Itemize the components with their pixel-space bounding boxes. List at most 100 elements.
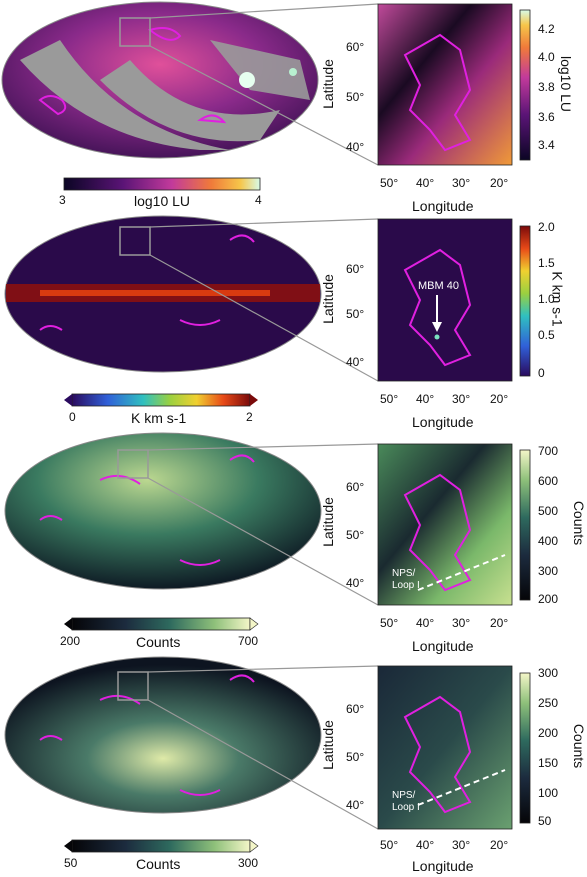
cloud-contour-d xyxy=(403,695,472,814)
nps-label-line2: Loop I xyxy=(392,802,420,813)
lon-tick: 20° xyxy=(490,616,509,630)
cbar-v-tick: 300 xyxy=(538,666,559,680)
nps-line-c xyxy=(417,554,506,591)
lon-tick: 40° xyxy=(416,176,435,190)
lat-tick: 50° xyxy=(346,750,365,764)
zoom-map-a xyxy=(378,4,512,165)
cbar-h-label: K km s-1 xyxy=(131,410,187,426)
lon-tick: 30° xyxy=(452,176,471,190)
cbar-v-label: K km s-1 xyxy=(549,271,566,327)
masked-region-a xyxy=(20,40,230,150)
lat-tick: 60° xyxy=(346,702,365,716)
cbar-v-tick: 1.5 xyxy=(538,256,555,270)
panel-d xyxy=(4,656,512,830)
cbar-v-tick: 0.5 xyxy=(538,328,555,342)
cbar-h-tick-min: 200 xyxy=(60,634,81,648)
cbar-h-b xyxy=(64,393,258,407)
x-axis-label: Longitude xyxy=(412,414,474,430)
panel-c xyxy=(4,432,512,606)
lat-tick: 40° xyxy=(346,355,365,369)
cbar-h-label: Counts xyxy=(136,634,181,650)
cbar-v-tick: 3.8 xyxy=(538,80,555,94)
cbar-h-label: log10 LU xyxy=(134,193,191,209)
cbar-v-c xyxy=(519,449,531,601)
y-axis-label: Latitude xyxy=(319,497,336,547)
cbar-h-tick-max: 700 xyxy=(238,634,259,648)
cbar-v-a xyxy=(519,9,531,161)
lon-tick: 30° xyxy=(452,392,471,406)
cbar-v-tick: 4.2 xyxy=(538,22,555,36)
cbar-v-tick: 250 xyxy=(538,696,559,710)
cbar-h-a xyxy=(63,177,261,191)
y-axis-label: Latitude xyxy=(319,720,336,770)
cbar-v-tick: 50 xyxy=(538,814,552,828)
nps-label-line2: Loop I xyxy=(392,580,420,591)
cbar-v-tick: 3.6 xyxy=(538,110,555,124)
cbar-v-tick: 200 xyxy=(538,592,559,606)
cbar-v-tick: 300 xyxy=(538,564,559,578)
cbar-h-c xyxy=(64,617,259,631)
cbar-h-tick-max: 2 xyxy=(246,410,253,424)
cbar-v-tick: 600 xyxy=(538,474,559,488)
cbar-v-tick: 500 xyxy=(538,504,559,518)
cbar-v-tick: 3.4 xyxy=(538,138,555,152)
lon-tick: 50° xyxy=(380,616,399,630)
zoom-box-c xyxy=(117,449,149,479)
cbar-v-b xyxy=(519,225,531,377)
cbar-v-tick: 700 xyxy=(538,444,559,458)
panel-a xyxy=(1,1,512,166)
cloud-contour-a xyxy=(403,33,472,152)
cbar-h-tick-min: 0 xyxy=(69,410,76,424)
cbar-v-tick: 1.0 xyxy=(538,292,555,306)
zoom-box-a xyxy=(119,17,151,47)
lat-tick: 40° xyxy=(346,576,365,590)
lon-tick: 50° xyxy=(380,392,399,406)
cbar-v-tick: 2.0 xyxy=(538,220,555,234)
y-axis-label: Latitude xyxy=(319,59,336,109)
lat-tick: 50° xyxy=(346,528,365,542)
cbar-v-label: Counts xyxy=(571,723,587,769)
cbar-h-tick-max: 300 xyxy=(238,856,259,870)
cbar-h-label: Counts xyxy=(136,856,181,872)
zoom-box-d xyxy=(117,671,149,701)
panel-b xyxy=(4,215,512,382)
lat-tick: 50° xyxy=(346,90,365,104)
x-axis-label: Longitude xyxy=(412,198,474,214)
cloud-contour-b xyxy=(403,248,472,367)
lat-tick: 40° xyxy=(346,798,365,812)
allsky-map-c xyxy=(4,432,322,590)
cbar-v-tick: 400 xyxy=(538,534,559,548)
nps-label-line1: NPS/ xyxy=(392,568,416,579)
zoom-box-b xyxy=(119,226,151,256)
cbar-v-tick: 4.0 xyxy=(538,50,555,64)
cbar-h-tick-max: 4 xyxy=(255,193,262,207)
allsky-map-d xyxy=(4,656,322,814)
cbar-v-tick: 100 xyxy=(538,786,559,800)
lon-tick: 50° xyxy=(380,838,399,852)
y-axis-label: Latitude xyxy=(319,274,336,324)
cloud-contour-c xyxy=(403,473,472,592)
lon-tick: 40° xyxy=(416,392,435,406)
lat-tick: 40° xyxy=(346,140,365,154)
x-axis-label: Longitude xyxy=(412,858,474,874)
cbar-v-tick: 0 xyxy=(538,366,545,380)
lon-tick: 50° xyxy=(380,176,399,190)
zoom-map-b xyxy=(378,219,512,381)
nps-line-d xyxy=(417,769,506,806)
cbar-v-label: log10 LU xyxy=(558,55,575,113)
lat-tick: 60° xyxy=(346,262,365,276)
nps-label-line1: NPS/ xyxy=(392,790,416,801)
cbar-v-d xyxy=(519,672,531,824)
lon-tick: 30° xyxy=(452,616,471,630)
zoom-map-c xyxy=(378,444,512,605)
lon-tick: 40° xyxy=(416,838,435,852)
cbar-h-d xyxy=(64,839,259,853)
cbar-h-tick-min: 3 xyxy=(59,193,66,207)
lon-tick: 30° xyxy=(452,838,471,852)
lon-tick: 20° xyxy=(490,176,509,190)
bright-source-a xyxy=(239,72,255,88)
lat-tick: 60° xyxy=(346,480,365,494)
zoom-map-d xyxy=(378,666,512,829)
mbm40-label: MBM 40 xyxy=(418,280,459,292)
